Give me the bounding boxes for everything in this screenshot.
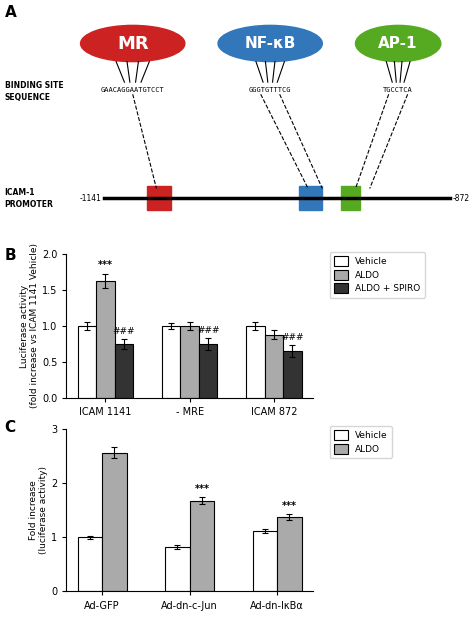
Text: ICAM-1
PROMOTER: ICAM-1 PROMOTER [5,188,54,209]
Text: BINDING SITE
SEQUENCE: BINDING SITE SEQUENCE [5,81,64,102]
Text: ***: *** [282,501,297,511]
Legend: Vehicle, ALDO, ALDO + SPIRO: Vehicle, ALDO, ALDO + SPIRO [330,252,425,298]
Y-axis label: Luciferase activity
(fold increase vs ICAM 1141 Vehicle): Luciferase activity (fold increase vs IC… [20,244,39,408]
Bar [96,281,115,398]
Text: C: C [5,420,16,435]
Text: -1141: -1141 [80,194,102,203]
Bar [78,537,102,591]
Bar [264,335,283,398]
Text: ###: ### [281,333,304,342]
FancyBboxPatch shape [147,186,171,211]
Bar [246,326,264,398]
Legend: Vehicle, ALDO: Vehicle, ALDO [330,425,392,458]
Bar [277,517,301,591]
Bar [102,453,127,591]
Ellipse shape [356,25,441,62]
Bar [253,531,277,591]
Text: ###: ### [113,327,135,336]
Bar [78,326,96,398]
Text: ###: ### [197,326,219,335]
Text: -872: -872 [453,194,470,203]
Text: GGGTGTTTCG: GGGTGTTTCG [249,87,292,93]
Bar [180,326,199,398]
Text: AP-1: AP-1 [378,36,418,51]
FancyBboxPatch shape [341,186,360,211]
Text: GAACAGGAATGTCCT: GAACAGGAATGTCCT [101,87,164,93]
Text: ***: *** [194,484,210,494]
Y-axis label: Fold increase
(luciferase activity): Fold increase (luciferase activity) [29,466,48,555]
Text: NF-κB: NF-κB [245,36,296,51]
Bar [165,547,190,591]
Ellipse shape [81,25,185,62]
Text: A: A [5,5,17,20]
Bar [162,326,180,398]
Text: TGCCTCA: TGCCTCA [383,87,413,93]
Text: ***: *** [98,260,113,270]
Bar [283,351,301,398]
Bar [190,501,214,591]
Bar [115,344,133,398]
Text: B: B [5,248,17,263]
FancyBboxPatch shape [299,186,322,211]
Bar [199,344,218,398]
Text: MR: MR [117,34,148,53]
Ellipse shape [218,25,322,62]
